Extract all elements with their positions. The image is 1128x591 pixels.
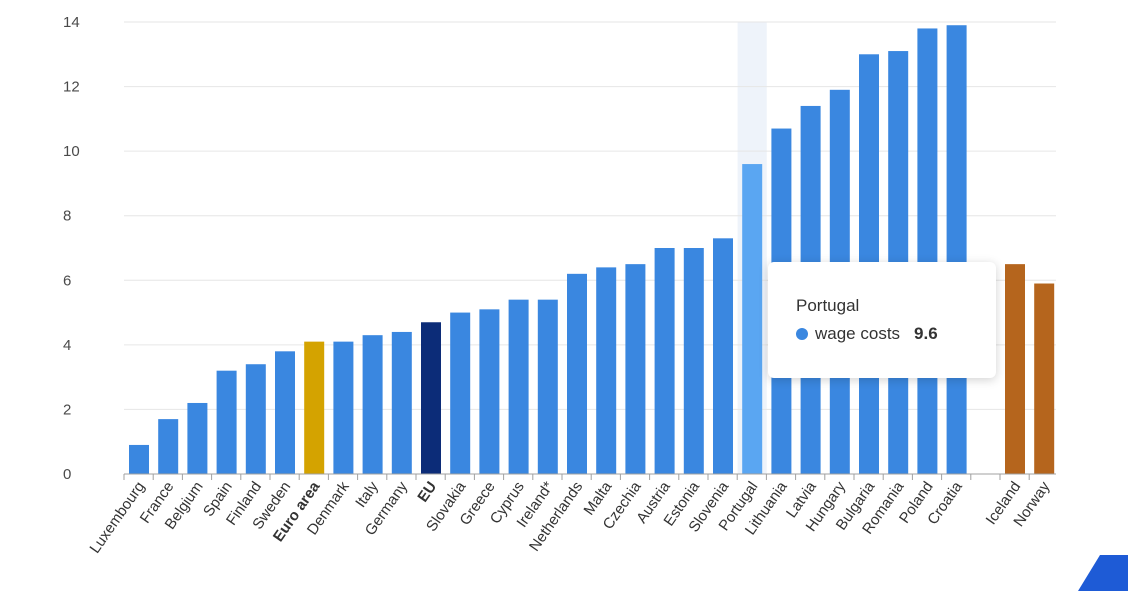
brand-logo-mark: [1078, 555, 1128, 591]
bar-finland[interactable]: [245, 364, 266, 474]
bar-cyprus[interactable]: [508, 299, 529, 474]
bar-belgium[interactable]: [187, 402, 208, 474]
tooltip: Portugal wage costs 9.6: [768, 262, 996, 378]
bar-poland[interactable]: [917, 28, 938, 474]
bar-france[interactable]: [158, 419, 179, 474]
y-tick-label: 14: [63, 14, 80, 31]
bar-eu[interactable]: [421, 322, 441, 474]
axis-layer: [123, 473, 1056, 480]
bar-denmark[interactable]: [333, 341, 354, 474]
y-tick-label: 0: [63, 466, 71, 483]
tooltip-title: Portugal: [796, 296, 860, 315]
x-tick-label: EU: [414, 479, 440, 506]
tooltip-value: 9.6: [914, 324, 938, 343]
bar-ireland[interactable]: [537, 299, 558, 474]
y-tick-label: 10: [63, 143, 80, 160]
bar-croatia[interactable]: [946, 25, 967, 474]
y-tick-label: 12: [63, 79, 80, 96]
bars-layer: [129, 25, 1055, 475]
bar-greece[interactable]: [479, 309, 500, 474]
y-tick-label: 2: [63, 401, 71, 418]
bar-luxembourg[interactable]: [129, 444, 149, 474]
bar-estonia[interactable]: [683, 248, 704, 474]
bar-malta[interactable]: [596, 267, 617, 474]
y-tick-labels: 0 2 4 6 8 10 12 14: [63, 14, 80, 483]
y-tick-label: 6: [63, 272, 71, 289]
bar-slovakia[interactable]: [450, 312, 471, 474]
bar-slovenia[interactable]: [713, 238, 733, 474]
tooltip-series-dot: [796, 328, 808, 340]
tooltip-row: wage costs 9.6: [796, 324, 996, 344]
x-tick-labels: LuxembourgFranceBelgiumSpainFinlandSwede…: [87, 478, 1054, 557]
bar-portugal[interactable]: [742, 164, 763, 475]
bar-sweden[interactable]: [275, 351, 295, 474]
y-tick-label: 4: [63, 337, 71, 354]
bar-spain[interactable]: [216, 370, 237, 474]
bar-czechia[interactable]: [625, 264, 646, 474]
y-tick-label: 8: [63, 208, 71, 225]
bar-austria[interactable]: [654, 248, 675, 474]
bar-italy[interactable]: [362, 335, 383, 474]
bar-euro-area[interactable]: [304, 341, 325, 474]
bar-germany[interactable]: [391, 331, 412, 474]
bar-iceland[interactable]: [1005, 264, 1025, 474]
tooltip-series-label: wage costs: [815, 324, 901, 343]
bar-netherlands[interactable]: [567, 273, 587, 474]
bar-norway[interactable]: [1034, 283, 1055, 474]
